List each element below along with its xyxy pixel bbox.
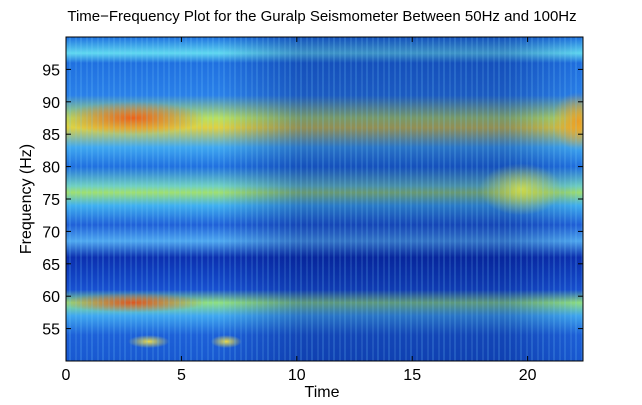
y-tick-label: 75 [42,192,60,209]
y-tick-label: 85 [42,127,60,144]
x-tick-label: 10 [288,367,306,384]
y-tick-label: 70 [42,224,60,241]
axes-box [65,36,584,362]
x-tick-label: 0 [62,367,71,384]
y-axis-label: Frequency (Hz) [18,144,35,254]
y-tick-label: 90 [42,95,60,112]
x-tick-label: 20 [519,367,537,384]
x-tick-label: 5 [177,367,186,384]
y-tick-label: 95 [42,62,60,79]
y-tick-label: 55 [42,322,60,339]
x-tick-label: 15 [403,367,421,384]
y-tick-label: 65 [42,257,60,274]
y-tick-label: 80 [42,160,60,177]
y-tick-label: 60 [42,289,60,306]
spectrogram-image [66,37,583,361]
x-axis-label: Time [305,384,340,401]
chart-title: Time−Frequency Plot for the Guralp Seism… [67,8,576,25]
